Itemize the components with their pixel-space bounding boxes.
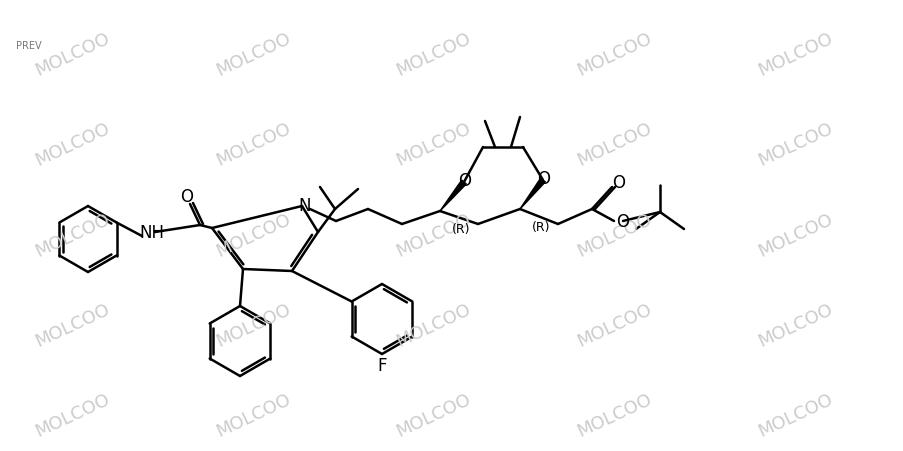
Text: NH: NH [139, 224, 164, 241]
Text: MOLCOO: MOLCOO [33, 119, 112, 170]
Text: O: O [537, 170, 550, 188]
Text: O: O [458, 172, 471, 189]
Polygon shape [440, 181, 466, 212]
Text: MOLCOO: MOLCOO [213, 29, 293, 79]
Text: MOLCOO: MOLCOO [213, 209, 293, 260]
Text: MOLCOO: MOLCOO [213, 119, 293, 170]
Text: (R): (R) [452, 223, 470, 236]
Text: MOLCOO: MOLCOO [33, 209, 112, 260]
Text: O: O [616, 212, 628, 230]
Text: MOLCOO: MOLCOO [755, 29, 834, 79]
Text: MOLCOO: MOLCOO [755, 299, 834, 350]
Text: MOLCOO: MOLCOO [755, 209, 834, 260]
Text: MOLCOO: MOLCOO [394, 119, 473, 170]
Text: MOLCOO: MOLCOO [755, 390, 834, 440]
Text: MOLCOO: MOLCOO [394, 390, 473, 440]
Text: MOLCOO: MOLCOO [33, 29, 112, 79]
Text: PREV: PREV [16, 41, 42, 51]
Text: (R): (R) [531, 221, 550, 234]
Text: F: F [377, 356, 386, 374]
Text: MOLCOO: MOLCOO [574, 390, 654, 440]
Text: O: O [181, 188, 193, 206]
Text: MOLCOO: MOLCOO [394, 29, 473, 79]
Text: MOLCOO: MOLCOO [394, 209, 473, 260]
Polygon shape [519, 179, 545, 210]
Text: MOLCOO: MOLCOO [755, 119, 834, 170]
Text: MOLCOO: MOLCOO [394, 299, 473, 350]
Text: MOLCOO: MOLCOO [574, 299, 654, 350]
Text: O: O [612, 174, 625, 192]
Text: MOLCOO: MOLCOO [574, 209, 654, 260]
Text: N: N [298, 197, 311, 215]
Text: MOLCOO: MOLCOO [574, 29, 654, 79]
Text: MOLCOO: MOLCOO [213, 299, 293, 350]
Text: MOLCOO: MOLCOO [213, 390, 293, 440]
Text: MOLCOO: MOLCOO [574, 119, 654, 170]
Text: MOLCOO: MOLCOO [33, 390, 112, 440]
Text: MOLCOO: MOLCOO [33, 299, 112, 350]
